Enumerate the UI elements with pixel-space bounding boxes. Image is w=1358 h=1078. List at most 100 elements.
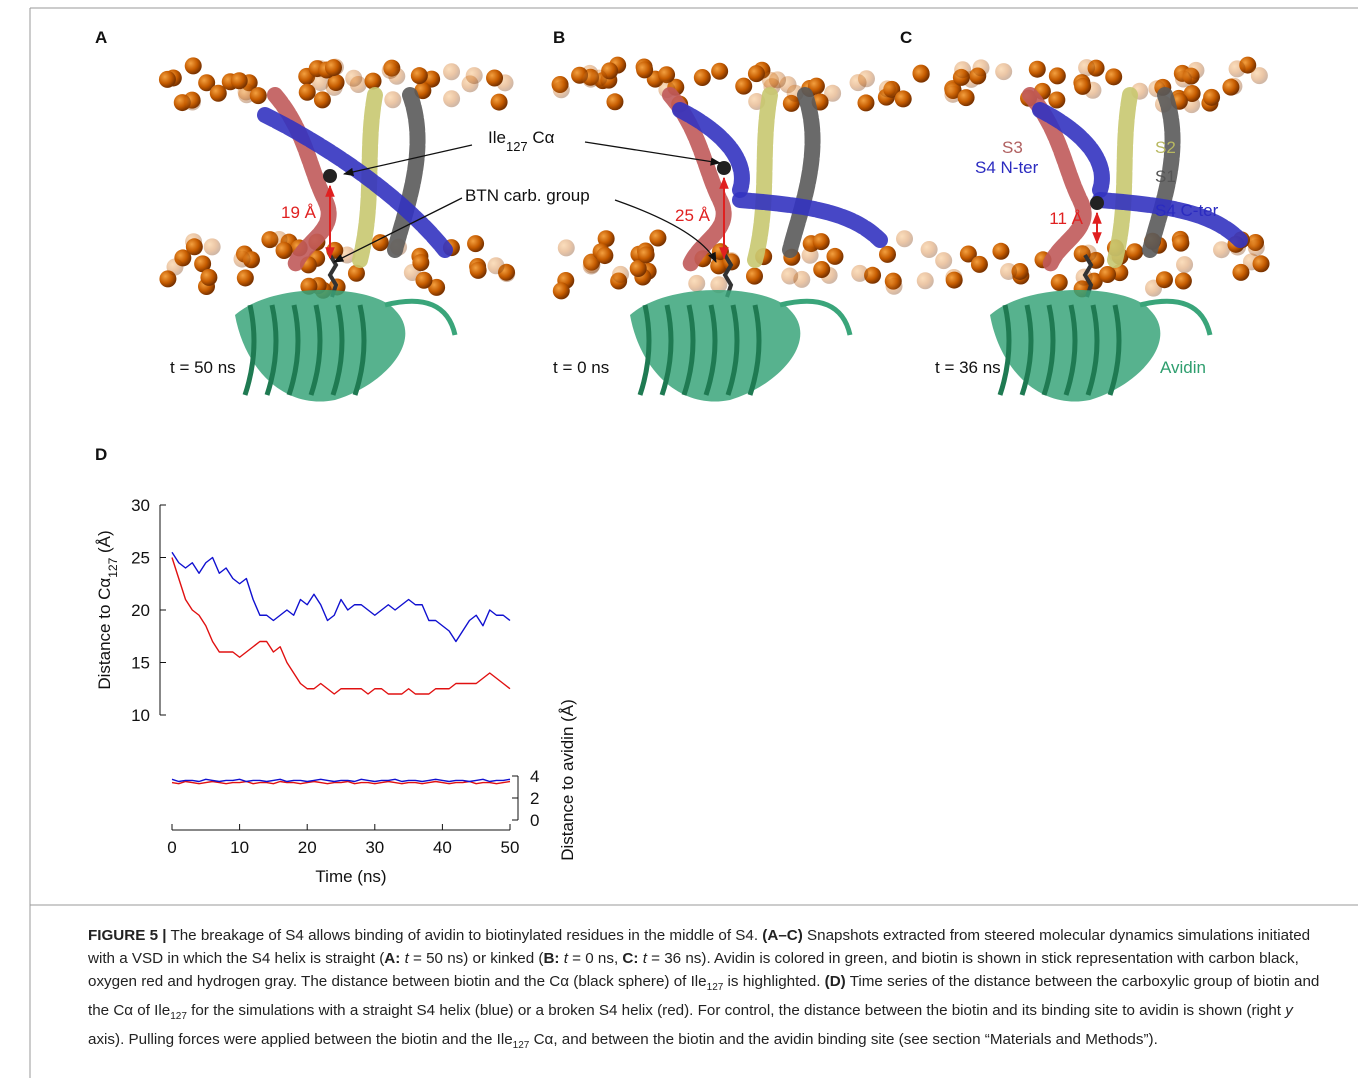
lipid-sphere [1048, 91, 1066, 109]
caption-run: 127 [706, 982, 724, 994]
lipid-sphere [826, 247, 844, 265]
text-run: (Å) [95, 530, 114, 557]
avidin-strand [659, 304, 674, 396]
lipid-sphere [414, 82, 432, 100]
lipid-sphere [801, 246, 819, 264]
caption: FIGURE 5 | The breakage of S4 allows bin… [88, 924, 1323, 1057]
caption-run: for the simulations with a straight S4 h… [186, 1002, 1286, 1020]
lipid-sphere [324, 59, 342, 77]
lipid-sphere [275, 242, 293, 260]
lipid-sphere [959, 245, 977, 263]
series-line [171, 551, 511, 643]
lipid-sphere [184, 57, 202, 75]
lipid-sphere [1183, 85, 1201, 103]
lipid-sphere [992, 242, 1010, 260]
avidin-strand [264, 304, 279, 396]
lipid-sphere [158, 70, 176, 88]
lipid-sphere [885, 277, 903, 295]
helix [1142, 87, 1181, 258]
helix [1022, 87, 1092, 273]
lipid-sphere [813, 260, 831, 278]
helix [1092, 192, 1248, 248]
lipid-sphere [200, 268, 218, 286]
caption-run: t [404, 950, 409, 967]
lipid-sphere [857, 94, 875, 112]
y-tick-label: 30 [131, 496, 150, 515]
panel-label: A [95, 28, 107, 47]
lipid-sphere [469, 261, 487, 279]
lipid-sphere [166, 258, 184, 276]
molecular-panels: 19 Å t = 50 ns A 25 Å t = 0 ns B 11 Å t = 36 ns… [95, 28, 1270, 402]
lipid-sphere [1074, 77, 1092, 95]
segment-label: S4 N-ter [975, 158, 1039, 177]
lipid-sphere [710, 276, 728, 294]
snapshot [551, 56, 914, 402]
caption-run: (A–C) [762, 927, 803, 944]
series-line [171, 557, 511, 695]
lipid-sphere [415, 271, 433, 289]
lipid-sphere [552, 81, 570, 99]
text-run: 127 [506, 139, 528, 154]
lipid-sphere [857, 70, 875, 88]
x-tick-label: 50 [501, 838, 520, 857]
y-axis-title: Distance to Cα127 (Å) [95, 530, 120, 689]
panel-label: B [553, 28, 565, 47]
avidin-strand [286, 304, 301, 396]
lipid-sphere [649, 229, 667, 247]
lipid-sphere [1174, 70, 1192, 88]
lipid-sphere [812, 233, 830, 251]
lipid-sphere [851, 264, 869, 282]
lipid-sphere [1203, 88, 1221, 106]
caption-run: C: [622, 950, 639, 967]
lipid-sphere [1048, 67, 1066, 85]
lipid-sphere [203, 238, 221, 256]
lipid-sphere [1174, 272, 1192, 290]
avidin-strand [352, 304, 367, 396]
lipid-sphere [945, 271, 963, 289]
lipid-sphere [230, 72, 248, 90]
caption-run: FIGURE 5 | [88, 927, 167, 944]
helix [672, 102, 750, 198]
lipid-sphere [486, 69, 504, 87]
caption-run: t [563, 950, 568, 967]
lipid-sphere [1028, 60, 1046, 78]
lipid-sphere [944, 85, 962, 103]
lipid-sphere [658, 66, 676, 84]
distance-label: 19 Å [281, 203, 317, 222]
lipid-sphere [194, 255, 212, 273]
lipid-sphere [490, 93, 508, 111]
y-tick-label: 15 [131, 654, 150, 673]
lipid-sphere [249, 87, 267, 105]
lipid-sphere [864, 266, 882, 284]
lipid-sphere [583, 256, 601, 274]
avidin-strand [747, 304, 762, 396]
lipid-sphere [590, 69, 608, 87]
lipid-sphere [465, 67, 483, 85]
lipid-sphere [769, 71, 787, 89]
lipid-sphere [381, 61, 399, 79]
lipid-sphere [916, 272, 934, 290]
helix [257, 107, 453, 258]
pointer-arrow [342, 144, 473, 176]
caption-run: (D) [824, 973, 846, 990]
lipid-sphere [1247, 239, 1265, 257]
segment-label: S1 [1155, 167, 1176, 186]
avidin-strand [1085, 304, 1100, 396]
lipid-sphere [747, 65, 765, 83]
series-line [171, 778, 511, 783]
lipid-sphere [957, 89, 975, 107]
lipid-sphere [1250, 67, 1268, 85]
avidin-strand [1107, 304, 1122, 396]
lipid-sphere [364, 72, 382, 90]
time-label: t = 50 ns [170, 358, 236, 377]
text-run: Distance to Cα [95, 578, 114, 690]
x-tick-label: 0 [167, 838, 176, 857]
helix [1032, 102, 1110, 198]
lipid-sphere [443, 90, 461, 108]
x-tick-label: 10 [230, 838, 249, 857]
lipid-sphere [688, 274, 706, 292]
lipid-sphere [735, 77, 753, 95]
lipid-sphere [606, 93, 624, 111]
lipid-sphere [878, 245, 896, 263]
lipid-sphere [327, 74, 345, 92]
